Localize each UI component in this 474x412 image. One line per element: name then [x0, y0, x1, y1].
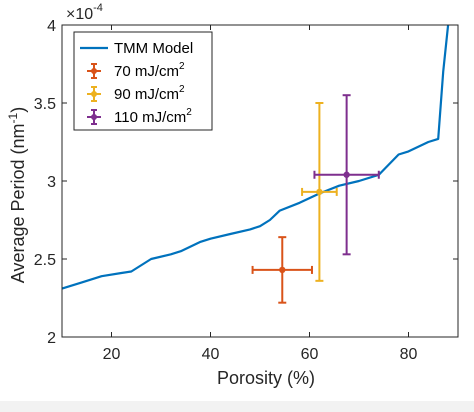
swatch-marker	[91, 91, 97, 97]
swatch-marker	[91, 68, 97, 74]
model-line-layer	[61, 24, 450, 290]
legend-swatch-series-3	[87, 109, 101, 125]
y-axis-label-sup: -1	[6, 112, 20, 123]
legend-label-superscript: 2	[179, 61, 185, 72]
y-axis-label-main: Average Period (nm	[8, 123, 28, 283]
series-1	[251, 236, 313, 304]
data-point	[316, 188, 323, 196]
x-tick-label: 80	[400, 346, 418, 363]
x-tick-label: 40	[202, 346, 220, 363]
y-axis-label: Average Period (nm-1)	[6, 107, 28, 283]
legend-label-superscript: 2	[179, 84, 185, 95]
data-point	[343, 171, 350, 178]
y-exponent-power: -4	[93, 2, 103, 14]
legend-label-superscript: 2	[186, 107, 192, 118]
legend-label-text: 110 mJ/cm	[114, 109, 186, 126]
y-tick-label: 2	[47, 330, 56, 347]
series-2	[301, 102, 338, 282]
legend-label-text: 90 mJ/cm	[114, 86, 179, 103]
y-tick-label: 4	[47, 18, 56, 35]
bottom-strip	[0, 401, 474, 412]
x-tick-label: 60	[301, 346, 319, 363]
tmm-model-line	[61, 24, 450, 290]
series-layer	[251, 94, 380, 304]
swatch-marker	[91, 114, 97, 120]
x-tick-label: 20	[103, 346, 121, 363]
legend-swatch-series-2	[87, 86, 101, 102]
legend-label-text: 70 mJ/cm	[114, 63, 179, 80]
x-axis-label: Porosity (%)	[217, 368, 315, 388]
y-tick-label: 2.5	[34, 252, 56, 269]
y-tick-label: 3.5	[34, 96, 56, 113]
legend-label-series-2: 90 mJ/cm2	[114, 84, 185, 103]
y-exponent-base: ×10	[66, 6, 93, 23]
legend-swatch-series-1	[87, 63, 101, 79]
y-exponent-label: ×10-4	[66, 2, 103, 23]
axes-layer: 20 40 60 80 2 2.5 3 3.5 4	[34, 18, 459, 363]
y-tick-label: 3	[47, 174, 56, 191]
legend-label-series-1: 70 mJ/cm2	[114, 61, 185, 80]
y-axis-label-close: )	[8, 107, 28, 113]
legend-label-series-3: 110 mJ/cm2	[114, 107, 192, 126]
legend-label-model: TMM Model	[114, 40, 193, 57]
series-3	[313, 94, 380, 256]
data-point	[279, 266, 286, 274]
